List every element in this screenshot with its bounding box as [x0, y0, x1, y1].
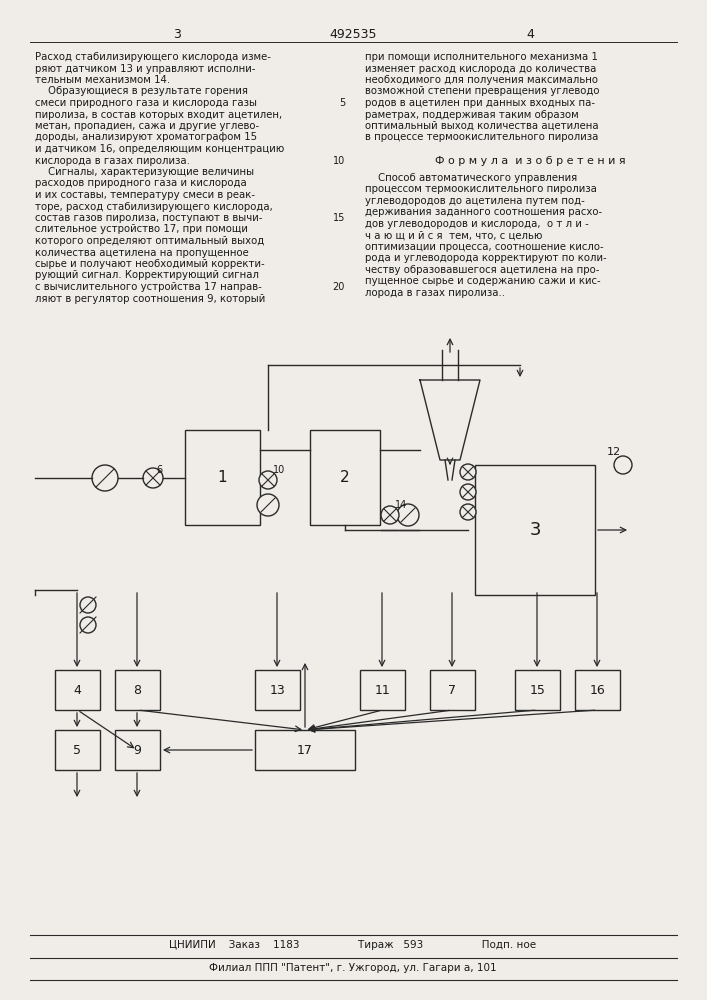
Text: 5: 5: [339, 98, 345, 108]
Text: количества ацетилена на пропущенное: количества ацетилена на пропущенное: [35, 247, 249, 257]
Bar: [515, 670, 560, 710]
Text: 13: 13: [269, 684, 286, 696]
Text: рода и углеводорода корректируют по коли-: рода и углеводорода корректируют по коли…: [365, 253, 607, 263]
Text: и их составы, температуру смеси в реак-: и их составы, температуру смеси в реак-: [35, 190, 255, 200]
Circle shape: [92, 465, 118, 491]
Bar: [360, 670, 405, 710]
Text: сырье и получают необходимый корректи-: сырье и получают необходимый корректи-: [35, 259, 264, 269]
Circle shape: [460, 484, 476, 500]
Text: ряют датчиком 13 и управляют исполни-: ряют датчиком 13 и управляют исполни-: [35, 64, 255, 74]
Text: 16: 16: [590, 684, 605, 696]
Text: 2: 2: [340, 470, 350, 485]
Text: кислорода в газах пиролиза.: кислорода в газах пиролиза.: [35, 155, 190, 165]
Bar: [55, 730, 100, 770]
Text: в процессе термоокислительного пиролиза: в процессе термоокислительного пиролиза: [365, 132, 598, 142]
Text: при помощи исполнительного механизма 1: при помощи исполнительного механизма 1: [365, 52, 598, 62]
Circle shape: [80, 617, 96, 633]
Text: дороды, анализируют хроматографом 15: дороды, анализируют хроматографом 15: [35, 132, 257, 142]
Text: держивания заданного соотношения расхо-: держивания заданного соотношения расхо-: [365, 207, 602, 217]
Text: 9: 9: [134, 744, 141, 756]
Text: оптимальный выход количества ацетилена: оптимальный выход количества ацетилена: [365, 121, 599, 131]
Text: с вычислительного устройства 17 направ-: с вычислительного устройства 17 направ-: [35, 282, 262, 292]
Circle shape: [259, 471, 277, 489]
Circle shape: [460, 504, 476, 520]
Text: слительное устройство 17, при помощи: слительное устройство 17, при помощи: [35, 225, 248, 234]
Bar: [575, 670, 620, 710]
Text: возможной степени превращения углеводо: возможной степени превращения углеводо: [365, 87, 600, 97]
Text: ЦНИИПИ    Заказ    1183                  Тираж   593                  Подп. ное: ЦНИИПИ Заказ 1183 Тираж 593 Подп. ное: [170, 940, 537, 950]
Text: 4: 4: [526, 28, 534, 41]
Text: оптимизации процесса, соотношение кисло-: оптимизации процесса, соотношение кисло-: [365, 242, 604, 252]
Text: углеводородов до ацетилена путем под-: углеводородов до ацетилена путем под-: [365, 196, 585, 206]
Bar: [430, 670, 475, 710]
Text: метан, пропадиен, сажа и другие углево-: метан, пропадиен, сажа и другие углево-: [35, 121, 259, 131]
Text: 14: 14: [395, 500, 407, 510]
Text: 8: 8: [134, 684, 141, 696]
Text: 6: 6: [156, 465, 162, 475]
Text: лорода в газах пиролиза..: лорода в газах пиролиза..: [365, 288, 505, 298]
Text: 492535: 492535: [329, 28, 377, 41]
Text: 3: 3: [530, 521, 541, 539]
Bar: [475, 465, 595, 595]
Circle shape: [257, 494, 279, 516]
Text: процессом термоокислительного пиролиза: процессом термоокислительного пиролиза: [365, 184, 597, 194]
Circle shape: [614, 456, 632, 474]
Text: которого определяют оптимальный выход: которого определяют оптимальный выход: [35, 236, 264, 246]
Bar: [115, 730, 160, 770]
Text: необходимого для получения максимально: необходимого для получения максимально: [365, 75, 598, 85]
Text: рующий сигнал. Корректирующий сигнал: рующий сигнал. Корректирующий сигнал: [35, 270, 259, 280]
Text: 7: 7: [448, 684, 457, 696]
Text: Расход стабилизирующего кислорода изме-: Расход стабилизирующего кислорода изме-: [35, 52, 271, 62]
Circle shape: [397, 504, 419, 526]
Text: пущенное сырье и содержанию сажи и кис-: пущенное сырье и содержанию сажи и кис-: [365, 276, 601, 286]
Text: изменяет расход кислорода до количества: изменяет расход кислорода до количества: [365, 64, 597, 74]
Text: Сигналы, характеризующие величины: Сигналы, характеризующие величины: [35, 167, 254, 177]
Circle shape: [80, 597, 96, 613]
Text: 15: 15: [530, 684, 545, 696]
Bar: [55, 670, 100, 710]
Text: Способ автоматического управления: Способ автоматического управления: [365, 173, 577, 183]
Text: торе, расход стабилизирующего кислорода,: торе, расход стабилизирующего кислорода,: [35, 202, 273, 212]
Text: состав газов пиролиза, поступают в вычи-: состав газов пиролиза, поступают в вычи-: [35, 213, 262, 223]
Text: пиролиза, в состав которых входит ацетилен,: пиролиза, в состав которых входит ацетил…: [35, 109, 282, 119]
Bar: [185, 430, 260, 525]
Text: 12: 12: [607, 447, 621, 457]
Text: 15: 15: [332, 213, 345, 223]
Circle shape: [381, 506, 399, 524]
Text: Филиал ППП "Патент", г. Ужгород, ул. Гагари а, 101: Филиал ППП "Патент", г. Ужгород, ул. Гаг…: [209, 963, 497, 973]
Text: 10: 10: [273, 465, 285, 475]
Text: расходов природного газа и кислорода: расходов природного газа и кислорода: [35, 178, 247, 188]
Text: 3: 3: [173, 28, 181, 41]
Text: 4: 4: [74, 684, 81, 696]
Text: честву образовавшегося ацетилена на про-: честву образовавшегося ацетилена на про-: [365, 265, 600, 275]
Text: тельным механизмом 14.: тельным механизмом 14.: [35, 75, 170, 85]
Text: смеси природного газа и кислорода газы: смеси природного газа и кислорода газы: [35, 98, 257, 108]
Text: Образующиеся в результате горения: Образующиеся в результате горения: [35, 87, 248, 97]
Bar: [115, 670, 160, 710]
Bar: [255, 670, 300, 710]
Text: ч а ю щ и й с я  тем, что, с целью: ч а ю щ и й с я тем, что, с целью: [365, 230, 542, 240]
Text: Ф о р м у л а  и з о б р е т е н и я: Ф о р м у л а и з о б р е т е н и я: [435, 155, 625, 165]
Circle shape: [460, 464, 476, 480]
Circle shape: [143, 468, 163, 488]
Text: 5: 5: [74, 744, 81, 756]
Text: 17: 17: [297, 744, 313, 756]
Text: и датчиком 16, определяющим концентрацию: и датчиком 16, определяющим концентрацию: [35, 144, 284, 154]
Text: раметрах, поддерживая таким образом: раметрах, поддерживая таким образом: [365, 109, 579, 119]
Text: 20: 20: [332, 282, 345, 292]
Text: дов углеводородов и кислорода,  о т л и -: дов углеводородов и кислорода, о т л и -: [365, 219, 589, 229]
Bar: [255, 730, 355, 770]
Bar: [310, 430, 380, 525]
Text: 1: 1: [218, 470, 228, 485]
Text: 10: 10: [333, 155, 345, 165]
Text: ляют в регулятор соотношения 9, который: ляют в регулятор соотношения 9, который: [35, 294, 265, 304]
Text: 11: 11: [375, 684, 390, 696]
Text: родов в ацетилен при данных входных па-: родов в ацетилен при данных входных па-: [365, 98, 595, 108]
